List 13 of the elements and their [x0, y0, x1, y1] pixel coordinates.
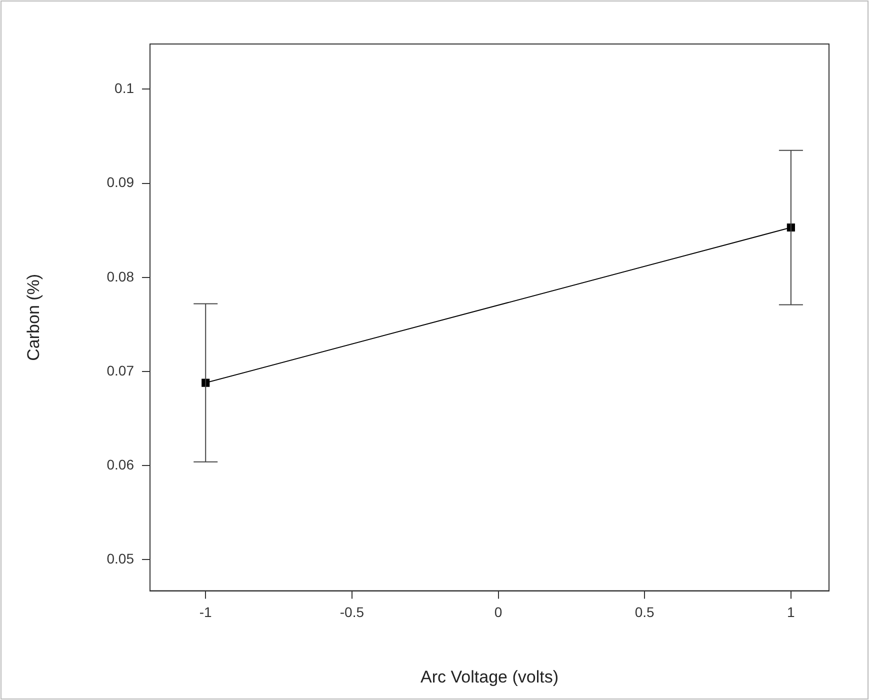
x-tick-label: -0.5 — [340, 604, 364, 620]
x-tick-label: 0.5 — [634, 604, 655, 620]
x-tick-label: 0 — [494, 604, 502, 620]
x-axis-title: Arc Voltage (volts) — [420, 667, 558, 686]
y-tick-label: 0.06 — [106, 456, 134, 472]
y-tick-label: 0.09 — [106, 174, 134, 190]
y-tick-label: 0.05 — [106, 550, 134, 567]
y-tick-label: 0.1 — [114, 80, 134, 96]
y-tick-label: 0.08 — [106, 268, 134, 284]
x-tick-label: 1 — [787, 604, 796, 620]
y-axis-title: Carbon (%) — [24, 274, 43, 361]
y-tick-label: 0.07 — [106, 362, 134, 378]
x-tick-label: -1 — [199, 604, 212, 620]
